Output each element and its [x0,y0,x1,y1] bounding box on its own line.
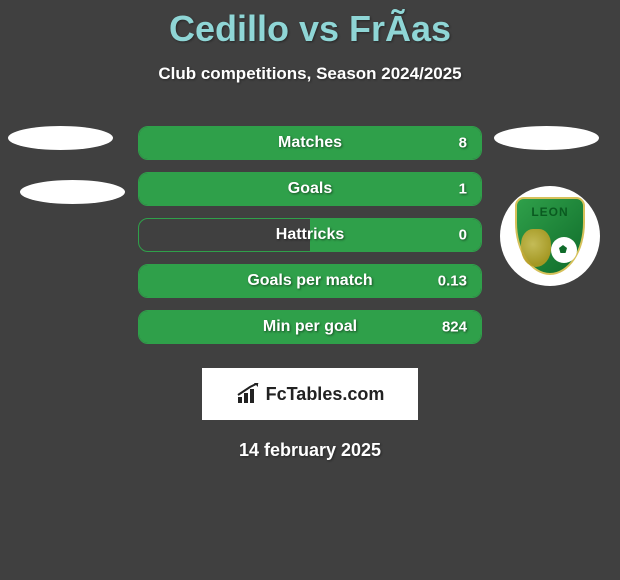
club-logo-text: LEON [517,205,583,219]
stat-bar: Min per goal 824 [138,310,482,344]
stat-bar: Goals 1 [138,172,482,206]
bar-label: Goals [288,180,332,198]
bar-label: Min per goal [263,318,357,336]
bar-value: 0 [459,227,467,244]
left-badge-group [8,126,125,204]
bar-label: Goals per match [247,272,372,290]
chart-icon [236,383,262,405]
club-logo: LEON [500,186,600,286]
stat-bars: Matches 8 Goals 1 Hattricks 0 Goals per match 0… [138,126,482,344]
bar-value: 824 [442,319,467,336]
club-shield: LEON [515,197,585,275]
right-badge-group: LEON [500,126,600,286]
bar-value: 1 [459,181,467,198]
stat-bar: Goals per match 0.13 [138,264,482,298]
content: LEON Matches 8 Goals 1 Hattricks 0 Goals per m… [0,126,620,461]
page-date: 14 february 2025 [0,440,620,461]
club-ball-icon [551,237,577,263]
bar-value: 0.13 [438,273,467,290]
stat-bar: Matches 8 [138,126,482,160]
fctables-badge: FcTables.com [202,368,418,420]
page-title: Cedillo vs FrÃ­as [0,0,620,50]
right-ellipse [494,126,599,150]
bar-label: Matches [278,134,342,152]
bar-value: 8 [459,135,467,152]
bar-label: Hattricks [276,226,344,244]
page-subtitle: Club competitions, Season 2024/2025 [0,64,620,84]
club-lion-icon [521,229,551,267]
left-ellipse-1 [8,126,113,150]
left-ellipse-2 [20,180,125,204]
stat-bar: Hattricks 0 [138,218,482,252]
fctables-label: FcTables.com [266,384,385,405]
